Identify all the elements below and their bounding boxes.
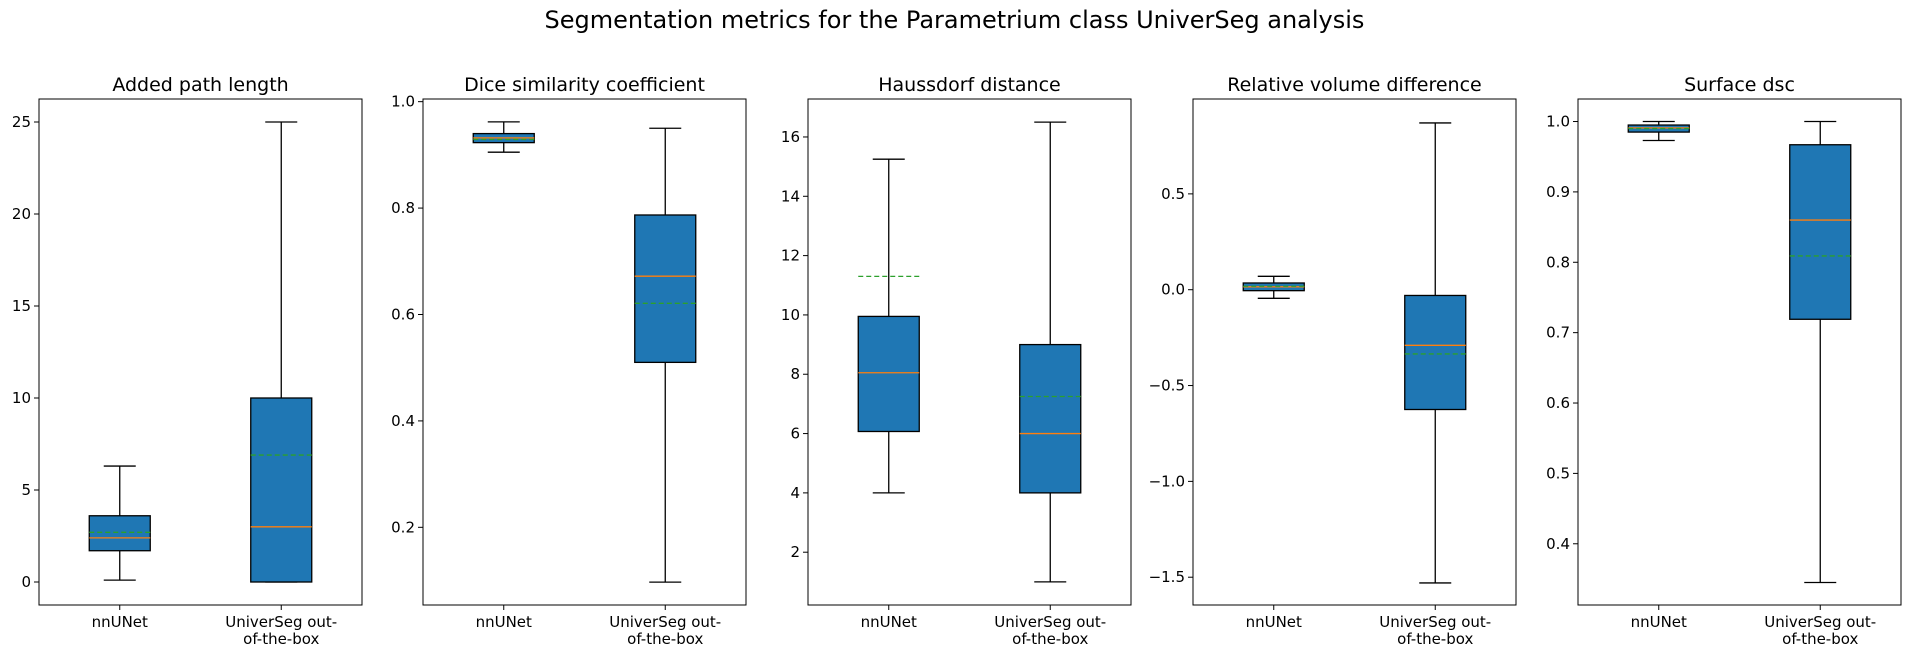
axes-frame-dice-similarity-coefficient bbox=[422, 98, 747, 606]
x-tick-label-added-path-length-1-0: UniverSeg out- bbox=[225, 613, 337, 631]
panel-title-added-path-length: Added path length bbox=[112, 74, 288, 96]
x-tick-label-surface-dsc-0-0: nnUNet bbox=[1631, 613, 1687, 631]
x-tick-label-dice-similarity-coefficient-1-1: of-the-box bbox=[627, 630, 703, 648]
y-tick-label-relative-volume-difference-1: −1.0 bbox=[1149, 472, 1185, 490]
y-tick-label-dice-similarity-coefficient-2: 0.6 bbox=[391, 305, 415, 323]
x-tick-label-relative-volume-difference-0-0: nnUNet bbox=[1246, 613, 1302, 631]
y-tick-label-relative-volume-difference-0: −1.5 bbox=[1149, 568, 1185, 586]
x-tick-label-surface-dsc-1-0: UniverSeg out- bbox=[1764, 613, 1876, 631]
x-tick-label-haussdorf-distance-0-0: nnUNet bbox=[861, 613, 917, 631]
panel-title-dice-similarity-coefficient: Dice similarity coefficient bbox=[464, 74, 705, 96]
y-tick-label-haussdorf-distance-2: 6 bbox=[790, 425, 800, 443]
panel-surface-dsc: Surface dsc 0.4 0.5 0.6 0.7 0.8 0.9 1.0 nnUNet Un… bbox=[1546, 74, 1902, 648]
box-added-path-length-1 bbox=[250, 397, 313, 583]
x-tick-label-relative-volume-difference-1-1: of-the-box bbox=[1397, 630, 1473, 648]
y-tick-label-haussdorf-distance-7: 16 bbox=[781, 128, 800, 146]
panel-dice-similarity-coefficient: Dice similarity coefficient 0.2 0.4 0.6 0.8 1… bbox=[391, 74, 747, 648]
y-tick-label-surface-dsc-0: 0.4 bbox=[1546, 535, 1570, 553]
figure-title: Segmentation metrics for the Parametrium… bbox=[545, 6, 1365, 34]
y-tick-label-added-path-length-0: 0 bbox=[21, 573, 31, 591]
chart-panels: Added path length 0 5 10 15 20 25 nnUNet UniverS… bbox=[12, 74, 1902, 648]
box-haussdorf-distance-1 bbox=[1019, 343, 1082, 494]
panel-haussdorf-distance: Haussdorf distance 2 4 6 8 10 12 14 16 nnUNet Univ… bbox=[781, 74, 1132, 648]
box-relative-volume-difference-1 bbox=[1404, 294, 1467, 411]
y-tick-label-added-path-length-3: 15 bbox=[12, 297, 31, 315]
y-tick-label-haussdorf-distance-5: 12 bbox=[781, 247, 800, 265]
y-tick-label-added-path-length-5: 25 bbox=[12, 113, 31, 131]
y-tick-label-dice-similarity-coefficient-4: 1.0 bbox=[391, 93, 415, 111]
axes-frame-added-path-length bbox=[38, 98, 363, 606]
y-tick-label-surface-dsc-4: 0.8 bbox=[1546, 253, 1570, 271]
x-tick-label-dice-similarity-coefficient-1-0: UniverSeg out- bbox=[609, 613, 721, 631]
y-tick-label-added-path-length-4: 20 bbox=[12, 205, 31, 223]
y-tick-label-relative-volume-difference-4: 0.5 bbox=[1161, 185, 1185, 203]
panel-title-surface-dsc: Surface dsc bbox=[1684, 74, 1795, 96]
box-surface-dsc-1 bbox=[1789, 144, 1852, 320]
y-tick-label-haussdorf-distance-4: 10 bbox=[781, 306, 800, 324]
y-tick-label-surface-dsc-3: 0.7 bbox=[1546, 324, 1570, 342]
y-tick-label-dice-similarity-coefficient-3: 0.8 bbox=[391, 199, 415, 217]
panel-added-path-length: Added path length 0 5 10 15 20 25 nnUNet UniverS… bbox=[12, 74, 363, 648]
y-tick-label-haussdorf-distance-0: 2 bbox=[790, 543, 800, 561]
x-tick-label-relative-volume-difference-1-0: UniverSeg out- bbox=[1379, 613, 1491, 631]
panel-title-relative-volume-difference: Relative volume difference bbox=[1227, 74, 1481, 96]
y-tick-label-surface-dsc-6: 1.0 bbox=[1546, 113, 1570, 131]
axes-frame-haussdorf-distance bbox=[807, 98, 1132, 606]
x-tick-label-surface-dsc-1-1: of-the-box bbox=[1782, 630, 1858, 648]
y-tick-label-haussdorf-distance-6: 14 bbox=[781, 187, 800, 205]
x-tick-label-added-path-length-1-1: of-the-box bbox=[243, 630, 319, 648]
axes-frame-surface-dsc bbox=[1577, 98, 1902, 606]
y-tick-label-haussdorf-distance-3: 8 bbox=[790, 365, 800, 383]
y-tick-label-dice-similarity-coefficient-0: 0.2 bbox=[391, 518, 415, 536]
y-tick-label-relative-volume-difference-3: 0.0 bbox=[1161, 281, 1185, 299]
axes-frame-relative-volume-difference bbox=[1192, 98, 1517, 606]
panel-relative-volume-difference: Relative volume difference −1.5 −1.0 −0.5 0.… bbox=[1149, 74, 1517, 648]
y-tick-label-dice-similarity-coefficient-1: 0.4 bbox=[391, 412, 415, 430]
y-tick-label-relative-volume-difference-2: −0.5 bbox=[1149, 377, 1185, 395]
x-tick-label-dice-similarity-coefficient-0-0: nnUNet bbox=[476, 613, 532, 631]
y-tick-label-added-path-length-1: 5 bbox=[21, 481, 31, 499]
y-tick-label-haussdorf-distance-1: 4 bbox=[790, 484, 800, 502]
box-added-path-length-0 bbox=[88, 515, 151, 552]
y-tick-label-surface-dsc-1: 0.5 bbox=[1546, 464, 1570, 482]
x-tick-label-haussdorf-distance-1-1: of-the-box bbox=[1012, 630, 1088, 648]
x-tick-label-added-path-length-0-0: nnUNet bbox=[92, 613, 148, 631]
y-tick-label-surface-dsc-2: 0.6 bbox=[1546, 394, 1570, 412]
x-tick-label-haussdorf-distance-1-0: UniverSeg out- bbox=[994, 613, 1106, 631]
box-haussdorf-distance-0 bbox=[857, 315, 920, 433]
y-tick-label-surface-dsc-5: 0.9 bbox=[1546, 183, 1570, 201]
box-dice-similarity-coefficient-1 bbox=[634, 214, 697, 364]
y-tick-label-added-path-length-2: 10 bbox=[12, 389, 31, 407]
panel-title-haussdorf-distance: Haussdorf distance bbox=[878, 74, 1061, 96]
